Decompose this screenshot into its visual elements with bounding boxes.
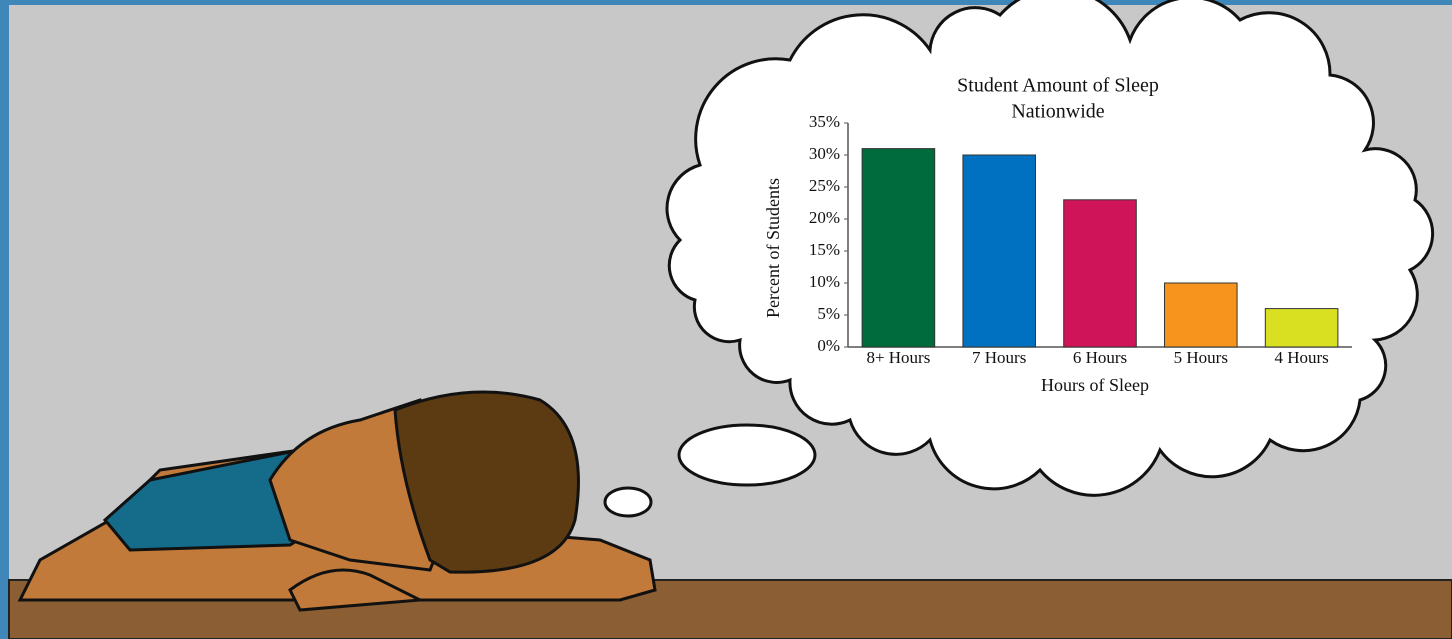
bar — [962, 154, 1036, 348]
chart-title: Student Amount of Sleep — [957, 75, 1159, 97]
bar — [861, 148, 936, 348]
y-tick-label: 5% — [817, 304, 840, 323]
chart-title: Nationwide — [1011, 101, 1104, 123]
y-tick-label: 25% — [809, 176, 840, 195]
bar — [1264, 308, 1339, 348]
hair — [393, 390, 580, 574]
y-tick-label: 20% — [809, 208, 840, 227]
x-tick-label: 7 Hours — [972, 348, 1026, 367]
y-axis-label: Percent of Students — [763, 178, 783, 318]
y-tick-label: 10% — [809, 272, 840, 291]
bar — [1164, 282, 1238, 348]
thought-bubble-small — [603, 486, 653, 518]
y-tick-label: 0% — [817, 336, 840, 355]
x-tick-label: 4 Hours — [1274, 348, 1328, 367]
x-tick-label: 8+ Hours — [866, 348, 930, 367]
x-tick-label: 6 Hours — [1073, 348, 1127, 367]
hand — [288, 568, 426, 612]
thought-bubble-medium — [677, 423, 817, 487]
x-tick-label: 5 Hours — [1174, 348, 1228, 367]
x-axis-label: Hours of Sleep — [1041, 375, 1149, 395]
thought-cloud — [665, 0, 1435, 497]
y-tick-label: 35% — [809, 112, 840, 131]
bar — [1063, 199, 1137, 348]
y-tick-label: 15% — [809, 240, 840, 259]
y-tick-label: 30% — [809, 144, 840, 163]
student — [17, 390, 657, 612]
